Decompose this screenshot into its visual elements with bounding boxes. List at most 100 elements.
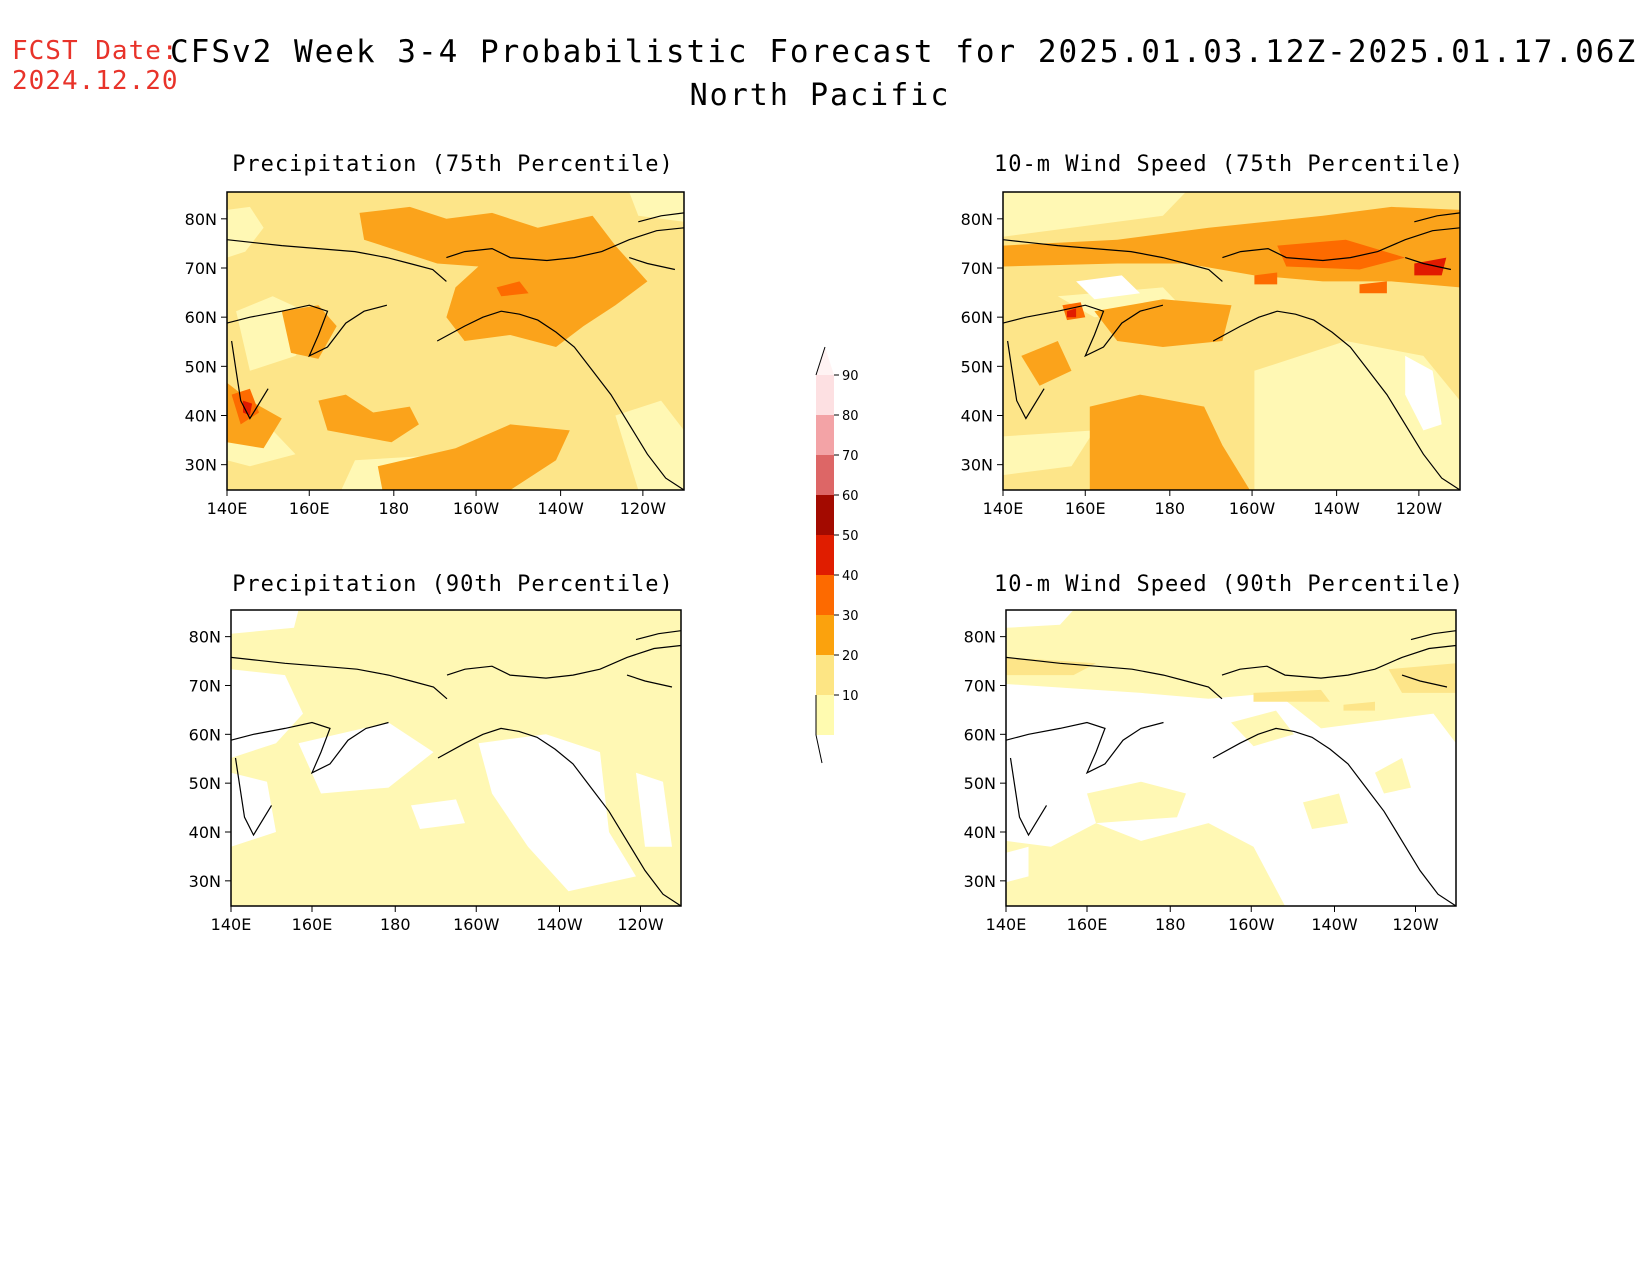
probability-contour [1414, 257, 1447, 276]
colorbar-segment [816, 375, 834, 415]
colorbar-label: 40 [842, 569, 859, 584]
colorbar-label: 10 [842, 689, 859, 704]
lat-label: 40N [961, 407, 993, 426]
probability-contour [1375, 758, 1411, 794]
lon-label: 160E [1067, 915, 1108, 934]
probability-contour [411, 799, 465, 829]
fcst-date: 2024.12.20 [12, 66, 179, 96]
coastline-segment [226, 304, 388, 358]
coastline-segment [231, 340, 269, 420]
lat-label: 40N [964, 823, 996, 842]
map-frame [230, 609, 682, 907]
probability-contour [1087, 781, 1186, 824]
lat-label: 30N [964, 872, 996, 891]
coastline-segment [1414, 212, 1461, 223]
coastline-segment [226, 239, 447, 282]
colorbar-segment [816, 495, 834, 535]
lon-label: 140W [536, 915, 583, 934]
lat-label: 30N [189, 872, 221, 891]
probability-contour [1094, 299, 1232, 347]
probability-contour [1359, 281, 1387, 294]
coastline-segment [446, 644, 682, 679]
field-contours [1006, 610, 1456, 906]
lon-label: 140E [986, 915, 1027, 934]
lon-label: 160E [289, 499, 330, 518]
coastline [230, 630, 682, 907]
lat-label: 80N [189, 628, 221, 647]
probability-contour [359, 206, 648, 347]
colorbar-label: 30 [842, 609, 859, 624]
coastline-segment [626, 674, 673, 688]
lon-label: 120W [620, 499, 667, 518]
colorbar-top-edge [815, 346, 826, 376]
map-wind-75th: 80N 70N 60N 50N 40N 30N 140E 160E 180 160W 140W 120… [961, 191, 1461, 518]
probability-contour [1253, 689, 1330, 702]
map-precip-75th: 80N 70N 60N 50N 40N 30N 140E 160E 180 160W 140W 120… [185, 191, 685, 518]
coastline-segment [1212, 727, 1457, 907]
coastline-segment [1005, 656, 1223, 700]
lat-label: 30N [961, 456, 993, 475]
lon-label: 140W [537, 499, 584, 518]
coastline-segment [629, 257, 676, 271]
probability-contour [231, 610, 299, 634]
coastline-segment [1405, 257, 1452, 271]
coastline-segment [1005, 721, 1164, 775]
probability-contour [298, 722, 434, 794]
map-frame [1005, 609, 1457, 907]
probability-contour [1277, 239, 1406, 270]
probability-contour [1003, 192, 1186, 237]
colorbar-segment [816, 415, 834, 455]
forecast-date-label: FCST Date: 2024.12.20 [12, 36, 179, 96]
lat-label: 50N [185, 357, 217, 376]
lon-label: 140W [1311, 915, 1358, 934]
probability-contour [243, 400, 253, 416]
probability-contour [496, 281, 529, 297]
coastline-segment [1009, 757, 1048, 837]
probability-contour [1343, 701, 1375, 711]
coastline-segment [437, 727, 682, 907]
map-wind-90th: 80N 70N 60N 50N 40N 30N 140E 160E 180 160W 140W 120… [964, 609, 1457, 934]
coastline-segment [230, 721, 389, 775]
map-frame [1002, 191, 1461, 491]
probability-contour [377, 424, 570, 490]
coastline-segment [1221, 644, 1457, 679]
coastline-segment [234, 757, 273, 837]
lon-label: 160W [1229, 499, 1276, 518]
lat-label: 40N [189, 823, 221, 842]
probability-contour [1021, 341, 1072, 386]
map-precip-90th: 80N 70N 60N 50N 40N 30N 140E 160E 180 160W 140W 120… [189, 609, 682, 934]
probability-contour [1006, 684, 1456, 906]
colorbar-legend: 10 20 30 40 50 60 70 80 90 [815, 346, 859, 764]
region-subtitle: North Pacific [689, 78, 951, 113]
probability-contour [1231, 710, 1294, 747]
panel-title-wind75: 10-m Wind Speed (75th Percentile) [994, 152, 1465, 177]
coastline-segment [638, 212, 685, 223]
probability-contour [1089, 394, 1250, 490]
lon-label: 160W [1228, 915, 1275, 934]
lon-label: 180 [1155, 915, 1186, 934]
lat-label: 70N [185, 259, 217, 278]
coastline-segment [635, 630, 682, 641]
probability-contour [1076, 275, 1141, 300]
lat-label: 50N [964, 774, 996, 793]
probability-contour [615, 400, 684, 490]
lon-label: 140W [1313, 499, 1360, 518]
probability-contour [1254, 272, 1278, 285]
coastline-segment [446, 227, 685, 262]
colorbar-segment [816, 575, 834, 615]
map-frame [226, 191, 685, 491]
lon-label: 140E [983, 499, 1024, 518]
field-contours [227, 192, 684, 490]
page-title: CFSv2 Week 3-4 Probabilistic Forecast fo… [170, 34, 1638, 70]
probability-contour [231, 772, 276, 847]
lon-label: 120W [617, 915, 664, 934]
lon-label: 120W [1396, 499, 1443, 518]
colorbar-label: 60 [842, 489, 859, 504]
lon-label: 160W [453, 915, 500, 934]
lat-label: 70N [961, 259, 993, 278]
coastline [1005, 630, 1457, 907]
coastline-segment [1401, 674, 1448, 688]
probability-contour [478, 734, 636, 892]
lat-label: 50N [189, 774, 221, 793]
probability-contour [1303, 793, 1348, 829]
